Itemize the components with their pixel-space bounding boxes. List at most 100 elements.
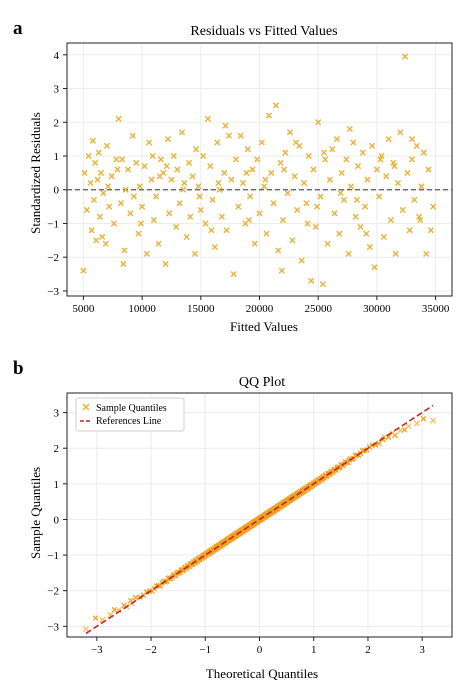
residual-point [304,220,311,227]
residual-point [230,270,237,278]
residual-point [340,196,348,203]
residual-point [357,223,364,230]
y-tick-label: 0 [54,185,60,197]
residual-point [284,190,291,197]
residual-point [117,200,125,207]
residual-point [320,149,328,156]
residual-point [364,176,371,183]
x-tick-label: 10000 [128,303,156,315]
residual-point [363,230,370,237]
sample-quantile-point [429,417,437,424]
residual-point [305,152,312,160]
x-tick-label: 25000 [304,303,332,315]
residual-point [89,137,96,144]
residual-point [103,142,111,149]
residual-point [180,186,187,193]
residual-point [95,149,102,156]
residual-point [373,166,380,173]
residual-point [427,227,434,234]
residual-point [366,243,373,251]
residual-point [256,210,263,217]
residual-point [162,260,169,268]
residual-point [413,142,420,149]
residual-point [232,156,240,163]
residual-point [237,132,244,139]
residual-point [385,136,392,143]
residual-point [189,173,196,180]
chart-title-b: QQ Plot [239,375,285,390]
residual-point [146,139,153,146]
residual-point [380,233,388,241]
residual-point [133,159,140,166]
residual-point [308,277,315,284]
residual-point [249,166,256,173]
y-tick-label: 1 [54,151,60,163]
residual-point [148,176,155,183]
sample-quantile-point [92,615,99,621]
residual-point [176,200,183,207]
residual-point [278,267,285,274]
residual-point [108,173,115,180]
residual-point [115,115,122,122]
residual-point [129,132,136,139]
residual-point [94,176,101,183]
residual-point [337,190,344,197]
x-tick-label: −3 [91,644,103,656]
x-tick-label: 2 [365,644,371,656]
x-tick-label: −1 [199,644,211,656]
residual-point [202,220,209,227]
sample-quantile-point [389,430,396,437]
residual-point [244,146,251,153]
residual-point [235,203,242,210]
residual-point [282,149,289,156]
x-axis-label-b: Theoretical Quantiles [206,666,318,681]
residual-point [88,227,95,234]
residual-point [85,152,92,160]
residual-point [310,166,317,173]
residual-point [298,257,305,264]
legend-box [75,397,185,432]
residual-point [362,203,369,210]
residual-point [291,173,298,180]
sample-quantile-point [115,607,122,614]
residual-point [216,186,223,193]
residual-point [173,223,180,230]
residual-point [218,213,226,220]
sample-quantile-point [82,626,90,633]
residual-point [292,139,299,146]
x-tick-label: 5000 [72,303,95,315]
residual-point [156,173,163,180]
residual-point [157,156,164,163]
residual-point [174,166,181,173]
residual-point [392,250,399,257]
residual-point [139,203,146,210]
residual-point [417,217,424,224]
residual-point [408,136,416,143]
residual-point [301,179,308,187]
x-tick-label: 3 [419,644,425,656]
residual-point [352,213,359,220]
y-tick-label: −1 [47,218,59,230]
residual-point [329,146,336,153]
y-tick-label: −2 [47,586,59,598]
residual-point [425,166,432,173]
residual-point [193,146,200,153]
residual-point [80,267,87,274]
residual-point [270,200,277,207]
residual-point [387,217,395,224]
residual-point [120,260,127,268]
residual-point [391,163,398,170]
sample-quantile-point [420,415,427,422]
residual-point [215,179,222,187]
legend-label-reference: References Line [96,416,162,427]
residual-point [92,159,99,166]
residual-point [153,193,160,200]
residual-point [181,179,188,187]
residual-point [100,190,107,197]
residual-point [90,196,98,203]
residual-point [289,237,296,244]
y-tick-label: 4 [54,50,60,62]
residual-point [121,247,128,254]
residual-point [163,163,170,170]
residual-point [394,179,402,187]
